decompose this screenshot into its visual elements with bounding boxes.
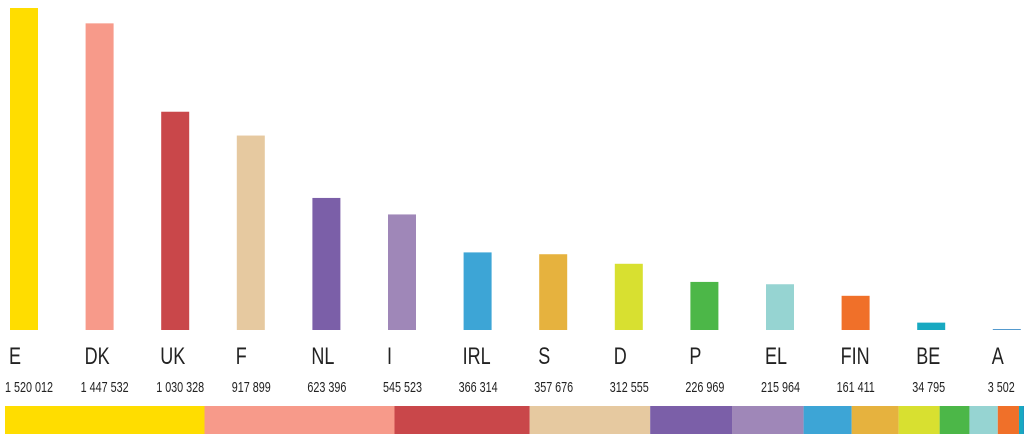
value-label: 623 396: [307, 378, 346, 395]
bar: [463, 252, 492, 330]
stacked-segment: [650, 406, 733, 434]
category-label: A: [992, 344, 1005, 370]
value-label: 3 502: [988, 378, 1015, 395]
bar: [85, 23, 114, 331]
stacked-segment: [997, 406, 1019, 434]
category-label: D: [614, 344, 627, 370]
category-label: E: [9, 344, 21, 370]
bar: [10, 8, 38, 330]
value-label: 366 314: [459, 378, 498, 395]
bar: [236, 135, 265, 330]
stacked-segment: [5, 406, 205, 434]
bar: [614, 263, 643, 330]
bar: [841, 295, 870, 330]
category-label: F: [236, 344, 247, 370]
value-label: 545 523: [383, 378, 422, 395]
bar: [312, 197, 341, 330]
stacked-segment: [204, 406, 395, 434]
stacked-segment: [898, 406, 940, 434]
value-label: 1 520 012: [5, 378, 53, 395]
category-label: NL: [311, 344, 334, 370]
stacked-segment: [394, 406, 530, 434]
category-label: UK: [160, 344, 185, 370]
value-label: 215 964: [761, 378, 800, 395]
stacked-segment: [851, 406, 899, 434]
stacked-segment: [529, 406, 651, 434]
category-label: I: [387, 344, 392, 370]
stacked-segment: [939, 406, 970, 434]
stacked-segment: [732, 406, 804, 434]
bar: [388, 214, 416, 330]
bar: [539, 254, 568, 330]
bar: [690, 281, 719, 330]
value-label: 312 555: [610, 378, 649, 395]
category-label: FIN: [841, 344, 870, 370]
bar: [992, 329, 1021, 330]
stacked-segment: [1018, 406, 1024, 434]
category-label: IRL: [463, 344, 491, 370]
category-label: DK: [85, 344, 110, 370]
value-label: 917 899: [232, 378, 271, 395]
value-label: 1 447 532: [81, 378, 129, 395]
value-label: 226 969: [685, 378, 724, 395]
category-label: EL: [765, 344, 787, 370]
bar: [161, 111, 190, 331]
value-label: 34 795: [912, 378, 945, 395]
bar: [766, 284, 794, 330]
value-label: 161 411: [837, 378, 875, 395]
category-label: BE: [916, 344, 940, 370]
value-label: 357 676: [534, 378, 573, 395]
category-label: P: [689, 344, 701, 370]
stacked-segment: [969, 406, 998, 434]
stacked-segment: [803, 406, 852, 434]
category-label: S: [538, 344, 550, 370]
bar: [917, 322, 946, 330]
value-label: 1 030 328: [156, 378, 204, 395]
